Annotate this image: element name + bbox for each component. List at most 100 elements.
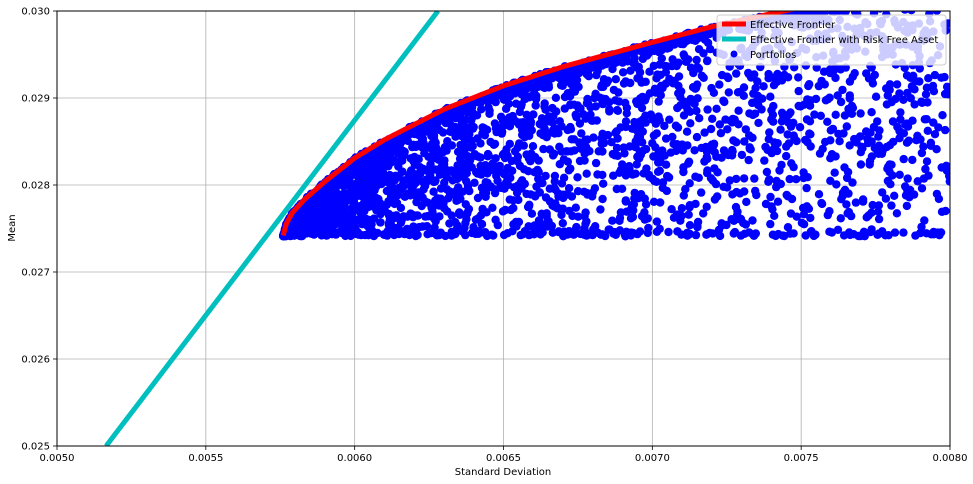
portfolio-point [614, 88, 623, 97]
portfolio-point [339, 229, 348, 238]
portfolio-point [873, 230, 882, 239]
portfolio-point [937, 73, 946, 82]
y-axis-label: Mean [7, 214, 18, 241]
portfolio-point [686, 63, 696, 72]
portfolio-point [483, 178, 492, 187]
portfolio-point [341, 208, 351, 217]
portfolio-point [499, 87, 508, 97]
y-tick-label: 0.025 [21, 442, 50, 453]
portfolio-point [831, 152, 840, 161]
portfolio-point [382, 173, 391, 182]
portfolio-point [442, 146, 451, 155]
portfolio-point [371, 193, 381, 203]
portfolio-point [867, 108, 876, 117]
portfolio-point [316, 209, 325, 219]
portfolio-point [782, 151, 791, 161]
portfolio-point [934, 123, 943, 132]
portfolio-point [470, 150, 479, 159]
portfolio-point [622, 103, 632, 113]
portfolio-point [528, 142, 538, 151]
portfolio-point [910, 100, 919, 109]
portfolio-point [654, 158, 663, 167]
portfolio-point [783, 223, 793, 232]
portfolio-point [847, 101, 857, 111]
portfolio-point [398, 181, 407, 190]
portfolio-point [715, 120, 724, 129]
portfolio-point [736, 231, 746, 240]
portfolio-point [457, 131, 467, 141]
portfolio-point [751, 97, 760, 107]
portfolio-point [591, 222, 600, 231]
portfolio-point [751, 229, 760, 238]
portfolio-point [626, 78, 635, 88]
portfolio-point [734, 106, 743, 115]
portfolio-point [389, 211, 398, 221]
portfolio-point [825, 207, 834, 216]
portfolio-point [481, 161, 490, 170]
x-tick-label: 0.0080 [933, 453, 968, 464]
portfolio-point [828, 124, 838, 134]
portfolio-point [671, 146, 681, 156]
portfolio-point [725, 176, 734, 185]
portfolio-point [621, 196, 630, 205]
portfolio-point [384, 162, 393, 171]
portfolio-point [830, 168, 839, 177]
portfolio-point [770, 211, 779, 220]
portfolio-point [578, 228, 588, 237]
portfolio-point [467, 141, 476, 151]
portfolio-point [814, 190, 824, 199]
portfolio-point [415, 170, 425, 179]
portfolio-point [641, 200, 651, 209]
portfolio-point [532, 91, 541, 101]
portfolio-point [742, 197, 751, 207]
portfolio-point [699, 73, 708, 83]
portfolio-point [703, 105, 712, 114]
portfolio-point [541, 193, 551, 202]
portfolio-point [874, 201, 884, 210]
portfolio-point [514, 217, 524, 227]
portfolio-point [415, 163, 425, 172]
portfolio-point [838, 11, 848, 15]
portfolio-point [706, 124, 716, 134]
portfolio-point [728, 147, 737, 156]
portfolio-point [663, 172, 672, 181]
portfolio-point [398, 148, 407, 158]
portfolio-point [664, 227, 673, 237]
portfolio-point [773, 197, 783, 206]
portfolio-point [831, 63, 840, 72]
portfolio-point [847, 109, 857, 119]
portfolio-point [702, 202, 711, 211]
portfolio-point [900, 11, 909, 14]
legend-label-frontier: Effective Frontier [750, 20, 836, 31]
portfolio-point [909, 190, 919, 199]
portfolio-point [843, 209, 852, 218]
portfolio-point [848, 178, 857, 187]
portfolio-point [724, 73, 733, 83]
portfolio-point [564, 184, 574, 193]
portfolio-point [901, 120, 910, 129]
y-tick-label: 0.028 [21, 181, 50, 192]
portfolio-point [398, 135, 408, 144]
portfolio-point [932, 189, 942, 199]
portfolio-point [693, 217, 703, 227]
portfolio-point [766, 219, 775, 229]
portfolio-point [712, 104, 721, 114]
portfolio-point [870, 70, 879, 80]
portfolio-point [764, 69, 773, 79]
portfolio-point [636, 190, 646, 199]
portfolio-point [833, 91, 842, 100]
portfolio-point [895, 134, 904, 143]
portfolio-point [596, 205, 605, 214]
portfolio-point [695, 114, 704, 123]
portfolio-point [393, 190, 403, 200]
portfolio-point [859, 227, 869, 236]
portfolio-point [685, 201, 694, 210]
portfolio-point [932, 11, 942, 15]
portfolio-point [842, 122, 851, 131]
portfolio-point [405, 230, 414, 240]
portfolio-point [772, 182, 781, 192]
portfolio-point [832, 180, 841, 189]
portfolio-point [456, 108, 466, 118]
portfolio-point [851, 198, 861, 207]
portfolio-point [886, 180, 895, 189]
